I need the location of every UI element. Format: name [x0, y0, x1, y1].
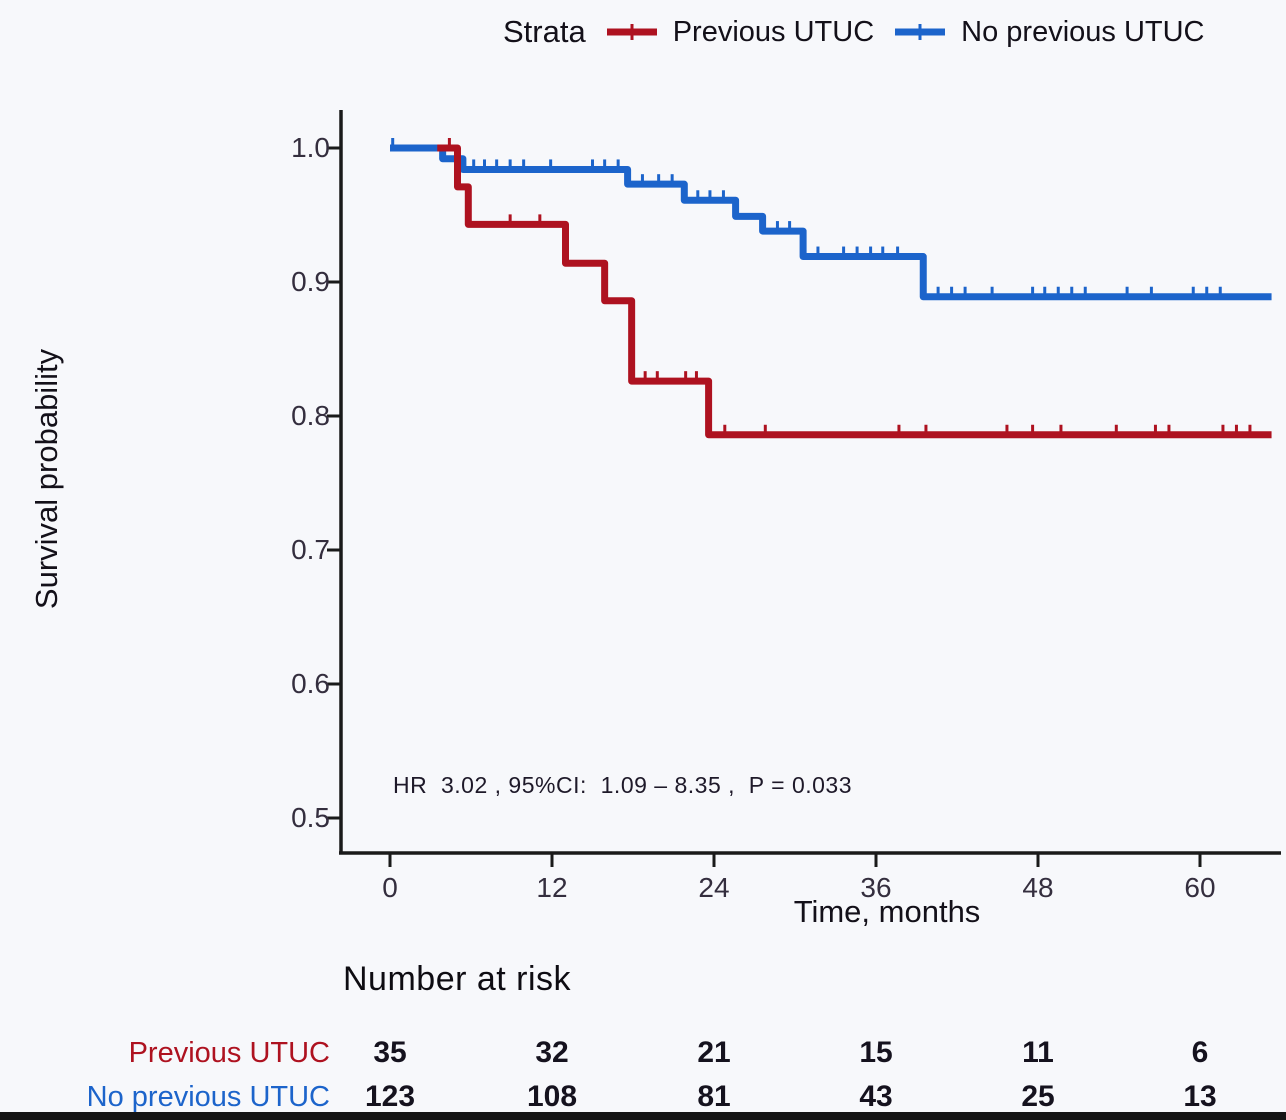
risk-count: 43 — [859, 1080, 893, 1113]
y-tick-label: 0.5 — [291, 802, 330, 833]
x-axis-title: Time, months — [793, 894, 981, 929]
risk-count: 32 — [535, 1036, 569, 1069]
x-tick-label: 0 — [382, 872, 398, 903]
x-tick-label: 12 — [536, 872, 568, 903]
risk-count: 13 — [1183, 1080, 1217, 1113]
risk-count: 21 — [697, 1036, 731, 1069]
y-axis-title: Survival probability — [29, 348, 64, 610]
legend-key-line-icon — [606, 24, 657, 40]
legend-label: Previous UTUC — [672, 15, 875, 48]
y-tick-label: 0.6 — [291, 668, 330, 699]
legend-item-previous-utuc: Previous UTUC — [604, 16, 874, 49]
risk-count: 11 — [1022, 1036, 1054, 1069]
km-curve-previous-utuc — [437, 144, 1272, 439]
bottom-crop-bar — [0, 1112, 1286, 1120]
legend-key-line-icon — [895, 24, 946, 40]
legend-title: Strata — [503, 14, 586, 49]
risk-count: 123 — [364, 1080, 416, 1113]
risk-count: 15 — [859, 1036, 893, 1069]
risk-count: 6 — [1191, 1036, 1209, 1069]
risk-row-label: Previous UTUC — [128, 1037, 330, 1069]
risk-count: 25 — [1021, 1080, 1055, 1113]
legend: Strata Previous UTUC No previous UTUC — [503, 10, 1205, 54]
x-tick-label: 48 — [1022, 872, 1054, 903]
risk-count: 81 — [697, 1080, 731, 1113]
y-tick-label: 0.7 — [291, 534, 330, 565]
y-tick-label: 0.8 — [291, 400, 330, 431]
legend-label: No previous UTUC — [961, 15, 1205, 48]
y-tick-label: 0.9 — [291, 266, 330, 297]
y-tick-label: 1.0 — [291, 132, 330, 163]
legend-item-no-previous-utuc: No previous UTUC — [892, 15, 1205, 49]
risk-count: 35 — [373, 1036, 407, 1069]
risk-count: 108 — [526, 1080, 578, 1113]
risk-row-label: No previous UTUC — [86, 1081, 330, 1113]
x-tick-label: 36 — [860, 872, 892, 903]
x-tick-label: 60 — [1184, 872, 1216, 903]
hr-annotation: HR 3.02 , 95%CI: 1.09 – 8.35 , P = 0.033 — [393, 772, 852, 798]
risk-table-title: Number at risk — [343, 960, 572, 998]
x-tick-label: 24 — [698, 872, 730, 903]
